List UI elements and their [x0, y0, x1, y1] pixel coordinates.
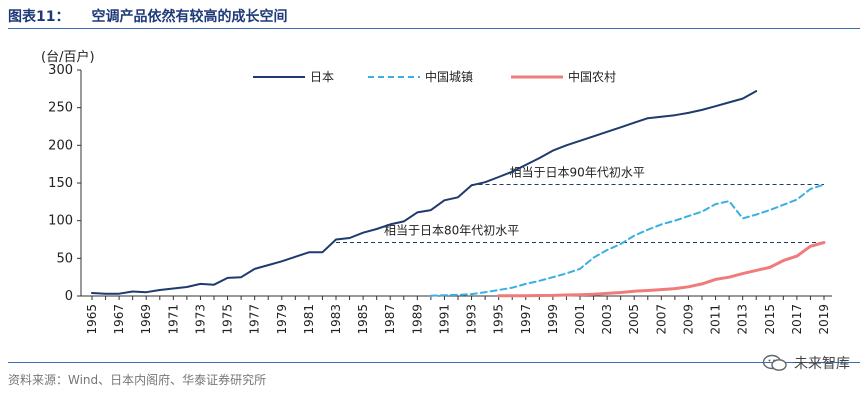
chart-series [91, 90, 826, 298]
x-tick-label: 1979 [275, 304, 289, 335]
x-tick-label: 1975 [221, 304, 235, 335]
series-line-china-rural [497, 241, 826, 298]
x-tick-label: 1989 [410, 304, 424, 335]
x-tick-label: 2003 [600, 304, 614, 335]
x-tick-label: 2009 [681, 304, 695, 335]
x-tick-label: 1999 [546, 304, 560, 335]
x-tick-label: 2001 [573, 304, 587, 335]
series-line-china-urban [429, 183, 825, 297]
x-tick-label: 1981 [302, 304, 316, 335]
legend-label: 中国城镇 [425, 69, 473, 84]
y-tick-label: 50 [56, 251, 73, 266]
figure-title-text: 空调产品依然有较高的成长空间 [91, 9, 288, 25]
top-rule [8, 28, 860, 29]
watermark: 未来智库 [762, 353, 850, 373]
chart-legend: 日本 中国城镇 中国农村 [253, 69, 616, 84]
x-tick-label: 1987 [383, 304, 397, 335]
y-tick-label: 0 [65, 289, 73, 304]
x-tick-label: 1993 [465, 304, 479, 335]
reference-line-label: 相当于日本80年代初水平 [384, 224, 519, 238]
x-tick-label: 2005 [627, 304, 641, 335]
x-tick-label: 1997 [519, 304, 533, 335]
x-tick-label: 2013 [736, 304, 750, 335]
x-tick-label: 1991 [437, 304, 451, 335]
x-tick-label: 1967 [112, 304, 126, 335]
y-tick-label: 250 [48, 101, 73, 116]
x-tick-label: 2019 [817, 304, 831, 335]
legend-label: 日本 [310, 70, 334, 84]
x-tick-label: 2017 [790, 304, 804, 335]
x-tick-label: 1977 [248, 304, 262, 335]
y-tick-label: 150 [48, 176, 73, 191]
figure-title: 图表11： 空调产品依然有较高的成长空间 [8, 6, 287, 26]
x-tick-label: 1973 [193, 304, 207, 335]
reference-line-label: 相当于日本90年代初水平 [510, 166, 645, 180]
y-tick-label: 300 [48, 63, 73, 78]
y-tick-label: 100 [48, 214, 73, 229]
x-tick-label: 2015 [763, 304, 777, 335]
chart-axes: (台/百户) 0 50 100 150 200 250 300 1965 1967 1969 1971… [41, 49, 832, 335]
x-tick-label: 1995 [492, 304, 506, 335]
watermark-text: 未来智库 [794, 356, 850, 372]
figure-tag: 图表11： [8, 9, 70, 25]
y-tick-label: 200 [48, 138, 73, 153]
y-axis-label: (台/百户) [41, 49, 95, 65]
x-tick-label: 1969 [139, 304, 153, 335]
x-tick-label: 2011 [709, 304, 723, 335]
source-note: 资料来源：Wind、日本内阁府、华泰证券研究所 [8, 373, 267, 387]
bottom-rule [8, 362, 860, 363]
series-line-japan [91, 90, 758, 295]
x-tick-label: 1985 [356, 304, 370, 335]
x-tick-label: 2007 [654, 304, 668, 335]
legend-label: 中国农村 [568, 69, 616, 84]
x-tick-label: 1983 [329, 304, 343, 335]
x-tick-label: 1965 [85, 304, 99, 335]
wechat-icon [762, 354, 787, 371]
x-tick-label: 1971 [166, 304, 180, 335]
